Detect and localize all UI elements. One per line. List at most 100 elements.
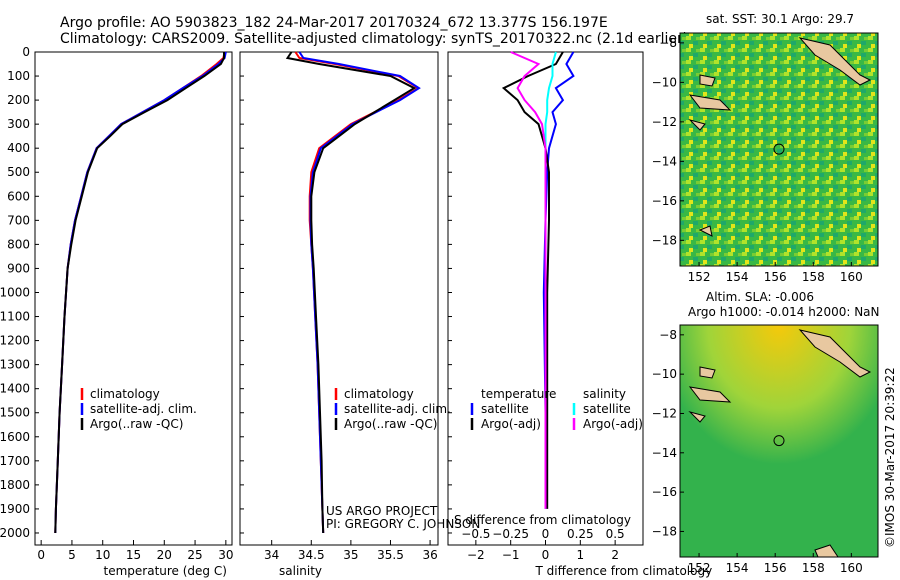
sla-axes-xtick-label: 158 <box>802 561 825 575</box>
temperature-panel-xtick-label: 0 <box>37 548 45 562</box>
difference-panel-xlabel: T difference from climatology <box>535 564 713 578</box>
credit-line1: US ARGO PROJECT <box>326 504 438 518</box>
temperature-panel-ytick-label: 800 <box>7 237 30 251</box>
temperature-panel-xtick-label: 10 <box>95 548 110 562</box>
sst-map-frame <box>679 32 879 267</box>
sla-axes-ytick-label: −18 <box>652 524 677 538</box>
sla-axes-xtick-label: 154 <box>726 561 749 575</box>
temperature-panel-xtick-label: 25 <box>187 548 202 562</box>
diff-legend-header-temperature: temperature <box>481 387 556 401</box>
temperature-panel-ytick-label: 100 <box>7 69 30 83</box>
salinity-panel-xtick-label: 35.5 <box>377 548 404 562</box>
sla-map-title1: Altim. SLA: -0.006 <box>706 290 814 304</box>
salinity-panel-series-line <box>285 51 417 534</box>
temperature-panel-series-line <box>54 51 227 534</box>
temperature-panel-ytick-label: 1500 <box>0 406 30 420</box>
sla-axes-ytick-label: −8 <box>659 328 677 342</box>
temperature-panel-ytick-label: 1000 <box>0 285 30 299</box>
sst-map-coastline <box>688 37 872 237</box>
imos-watermark: ©IMOS 30-Mar-2017 20:39:22 <box>883 367 897 548</box>
sla-axes-xtick-label: 160 <box>840 561 863 575</box>
salinity-panel-xtick-label: 34.5 <box>298 548 325 562</box>
salinity-panel-legend-label: climatology <box>344 387 414 401</box>
salinity-panel: 34 34.5 35 35.5 36 salinity climatologysatelli… <box>239 51 451 578</box>
sla-map-coastline <box>688 329 872 558</box>
sla-axes-ytick-label: −16 <box>652 485 677 499</box>
difference-panel-xtick-label: 1 <box>577 548 585 562</box>
diff-s-tick-label: 0 <box>542 527 550 541</box>
temperature-panel-xlabel: temperature (deg C) <box>104 564 227 578</box>
salinity-panel-xtick-label: 35 <box>343 548 358 562</box>
temperature-panel-ytick-label: 600 <box>7 189 30 203</box>
temperature-panel-ytick-label: 1400 <box>0 382 30 396</box>
sla-axes-argo-marker <box>773 435 785 447</box>
sla-map-frame <box>679 324 879 558</box>
sla-axes-ytick-label: −10 <box>652 367 677 381</box>
sst-axes-ytick-label: −14 <box>652 154 677 168</box>
sst-axes-argo-marker <box>773 143 785 155</box>
sst-map-axes: 152 154 156 158 160 −8 −10 −12 −14 −16 −18 <box>652 36 863 284</box>
temperature-panel-xtick-label: 30 <box>218 548 233 562</box>
temperature-panel-ytick-label: 2000 <box>0 526 30 540</box>
temperature-panel-ytick-label: 1100 <box>0 310 30 324</box>
temperature-panel-legend-label: satellite-adj. clim. <box>90 402 197 416</box>
temperature-panel-ytick-label: 700 <box>7 213 30 227</box>
sla-axes-xtick-label: 156 <box>764 561 787 575</box>
temperature-panel-ytick-label: 1600 <box>0 430 30 444</box>
sst-axes-ytick-label: −16 <box>652 194 677 208</box>
temperature-panel-legend-label: climatology <box>90 387 160 401</box>
salinity-panel-legend-label: Argo(..raw -QC) <box>344 417 437 431</box>
temperature-panel: 0 5 10 15 20 25 30 temperature (deg C) 0 100 200 30… <box>0 45 233 578</box>
temperature-panel-ytick-label: 500 <box>7 165 30 179</box>
sst-axes-ytick-label: −12 <box>652 115 677 129</box>
difference-panel-xtick-label: 0 <box>542 548 550 562</box>
sla-map-axes: 152 154 156 158 160 −8 −10 −12 −14 −16 −18 <box>652 328 863 575</box>
salinity-panel-xtick-label: 36 <box>422 548 437 562</box>
difference-panel: −2 −1 0 1 2T difference from climatologytemp… <box>447 51 713 578</box>
temperature-panel-legend-label: Argo(..raw -QC) <box>90 417 183 431</box>
difference-panel-legend-label: satellite <box>481 402 529 416</box>
temperature-panel-ytick-label: 1900 <box>0 502 30 516</box>
sla-axes-ytick-label: −12 <box>652 406 677 420</box>
sst-axes-xtick-label: 152 <box>688 270 711 284</box>
sla-map-title2: Argo h1000: -0.014 h2000: NaN <box>688 305 880 319</box>
difference-panel-legend-label: Argo(-adj) <box>583 417 643 431</box>
diff-s-tick-label: 0.25 <box>567 527 594 541</box>
difference-panel-xtick-label: −2 <box>467 548 485 562</box>
sla-axes-ytick-label: −14 <box>652 446 677 460</box>
difference-panel-legend-label: Argo(-adj) <box>481 417 541 431</box>
sst-axes-xtick-label: 158 <box>802 270 825 284</box>
sst-axes-xtick-label: 160 <box>840 270 863 284</box>
temperature-panel-series-line <box>54 52 225 534</box>
sst-axes-ytick-label: −18 <box>652 233 677 247</box>
diff-legend-header-salinity: salinity <box>583 387 626 401</box>
salinity-panel-frame <box>239 51 439 546</box>
temperature-panel-ytick-label: 400 <box>7 141 30 155</box>
header-line1: Argo profile: AO 5903823_182 24-Mar-2017… <box>60 15 608 31</box>
salinity-panel-xlabel: salinity <box>279 564 322 578</box>
difference-panel-xtick-label: −1 <box>502 548 520 562</box>
temperature-panel-ytick-label: 1700 <box>0 454 30 468</box>
difference-panel-series-line <box>510 51 547 509</box>
salinity-panel-legend-label: satellite-adj. clim. <box>344 402 451 416</box>
sst-axes-xtick-label: 156 <box>764 270 787 284</box>
temperature-panel-xtick-label: 15 <box>126 548 141 562</box>
salinity-panel-xtick-label: 34 <box>264 548 279 562</box>
temperature-panel-ytick-label: 300 <box>7 117 30 131</box>
credit-line2: PI: GREGORY C. JOHNSON <box>326 517 480 531</box>
temperature-panel-series-line <box>54 51 226 534</box>
diff-top-xlabel: S difference from climatology <box>454 513 631 527</box>
temperature-panel-ytick-label: 1200 <box>0 334 30 348</box>
temperature-panel-xtick-label: 20 <box>157 548 172 562</box>
difference-panel-legend-label: satellite <box>583 402 631 416</box>
temperature-panel-ytick-label: 1800 <box>0 478 30 492</box>
temperature-panel-ytick-label: 900 <box>7 261 30 275</box>
diff-s-tick-label: −0.25 <box>492 527 529 541</box>
difference-panel-xtick-label: 2 <box>611 548 619 562</box>
temperature-panel-ytick-label: 200 <box>7 93 30 107</box>
temperature-panel-xtick-label: 5 <box>68 548 76 562</box>
salinity-panel-series-line <box>298 51 421 534</box>
temperature-panel-frame <box>34 51 233 546</box>
diff-s-tick-label: −0.5 <box>461 527 490 541</box>
